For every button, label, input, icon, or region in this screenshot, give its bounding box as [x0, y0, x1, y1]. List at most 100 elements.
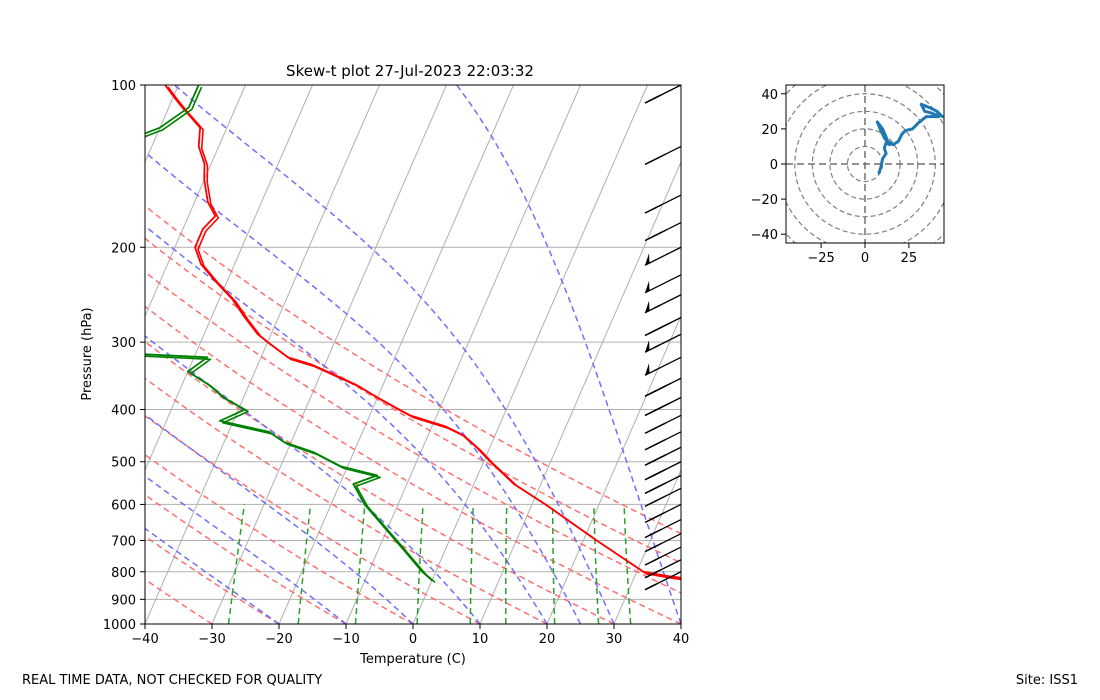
moist-adiabat-line — [145, 151, 582, 624]
wind-barb-feather — [649, 568, 662, 577]
wind-barb-half-feather — [658, 439, 665, 444]
y-tick-label: 900 — [111, 593, 136, 608]
wind-barb — [644, 571, 682, 591]
wind-barb — [644, 316, 682, 337]
dry-adiabat-line — [145, 414, 481, 624]
y-tick-label: 100 — [111, 79, 136, 94]
moist-adiabat-line — [145, 225, 548, 624]
y-tick-label: 800 — [111, 566, 136, 581]
hodograph-chart: −25 0 25 −40 −20 0 20 40 — [751, 84, 945, 266]
isotherm-line — [278, 85, 514, 624]
wind-barb — [644, 194, 682, 214]
wind-barb — [644, 533, 682, 553]
wind-barb-half-feather — [658, 469, 665, 474]
hodograph-y-tick-label: 40 — [761, 88, 778, 103]
moist-adiabat-line — [456, 85, 681, 624]
mixing-ratio-line — [354, 504, 366, 624]
profile-lines — [145, 85, 681, 583]
wind-barb-staff — [644, 274, 682, 294]
site-label: Site: ISS1 — [1015, 673, 1078, 688]
moist-adiabat-line — [145, 475, 347, 624]
wind-barb-feather — [658, 382, 671, 391]
isotherm-line — [0, 85, 45, 624]
mixing-ratio-line — [297, 504, 312, 624]
wind-barb-half-feather — [658, 422, 665, 428]
wind-barb-flag — [645, 340, 650, 353]
wind-barb — [644, 431, 682, 451]
x-axis-label: Temperature (C) — [359, 652, 466, 667]
mixing-ratio-line — [593, 504, 600, 624]
y-tick-label: 400 — [111, 404, 136, 419]
wind-barb-half-feather — [653, 304, 661, 309]
x-tick-label: 10 — [472, 632, 489, 647]
isotherm-line — [345, 85, 581, 624]
hodograph-plot — [786, 85, 944, 243]
wind-barb — [644, 396, 682, 417]
wind-barb — [644, 414, 682, 434]
dry-adiabat-line — [145, 305, 681, 624]
wind-barb-feather — [653, 482, 667, 490]
x-tick-label: −20 — [265, 632, 292, 647]
hodograph-y-tick-label: 0 — [770, 158, 778, 173]
wind-barb-staff — [644, 294, 682, 314]
hodograph-x-tick-label: 0 — [861, 251, 869, 266]
wind-barb-half-feather — [653, 94, 661, 100]
wind-barb-half-feather — [653, 344, 661, 349]
wind-barb-half-feather — [653, 367, 661, 372]
skewt-chart: −40 −30 −20 −10 0 10 20 30 40 100 200 300 400 500 600 7… — [0, 62, 689, 667]
dry-adiabat-line — [145, 493, 347, 624]
x-tick-label: 40 — [673, 632, 690, 647]
mixing-ratio-line — [416, 504, 424, 624]
wind-barb — [644, 474, 682, 494]
isotherm-line — [412, 85, 648, 624]
hodograph-y-tick-label: −40 — [751, 228, 778, 243]
hodograph-line — [875, 102, 944, 175]
wind-barb — [644, 333, 682, 353]
wind-barb-flag — [645, 253, 650, 266]
dewpoint-line-trace — [145, 86, 436, 583]
hodograph-y-tick-label: 20 — [761, 123, 778, 138]
wind-barb-staff — [644, 356, 682, 376]
chart-title: Skew-t plot 27-Jul-2023 22:03:32 — [286, 62, 534, 80]
mixing-ratio-line — [469, 504, 474, 624]
wind-barb — [644, 503, 682, 524]
wind-barb — [644, 546, 682, 566]
y-tick-label: 300 — [111, 336, 136, 351]
wind-barb — [644, 461, 682, 481]
background-lines — [0, 85, 681, 624]
x-tick-label: 20 — [539, 632, 556, 647]
dry-adiabat-line — [145, 271, 681, 594]
x-tick-label: −30 — [198, 632, 225, 647]
dry-adiabat-line — [145, 453, 414, 624]
x-tick-label: −40 — [131, 632, 158, 647]
isotherm-line — [145, 85, 313, 472]
y-tick-label: 600 — [111, 498, 136, 513]
mixing-ratio-line — [551, 504, 556, 624]
y-tick-label: 500 — [111, 456, 136, 471]
wind-barb-feather — [658, 402, 671, 410]
isotherm-line — [546, 314, 681, 624]
moist-adiabat-line — [145, 335, 481, 624]
isotherm-line — [479, 160, 681, 624]
hodograph-x-tick-label: −25 — [807, 251, 834, 266]
wind-barb — [644, 377, 682, 397]
wind-barb — [644, 84, 682, 104]
moist-adiabat-line — [173, 85, 615, 624]
wind-barb-feather — [653, 153, 667, 161]
y-tick-label: 1000 — [103, 618, 136, 633]
mixing-ratio-line — [505, 504, 508, 624]
wind-barb-flag — [645, 363, 650, 376]
isotherm-line — [613, 468, 681, 624]
temperature-line — [164, 85, 681, 579]
wind-barb-half-feather — [653, 557, 661, 562]
wind-barb — [644, 446, 682, 466]
dry-adiabat-line — [145, 237, 681, 564]
axes: −40 −30 −20 −10 0 10 20 30 40 100 200 300 400 500 600 7… — [103, 79, 689, 647]
hodograph-ring — [811, 110, 919, 218]
wind-barb — [644, 559, 682, 579]
wind-barb-half-feather — [653, 543, 661, 548]
x-tick-label: −10 — [332, 632, 359, 647]
temperature-line-trace — [167, 86, 681, 581]
mixing-ratio-line — [227, 504, 246, 624]
